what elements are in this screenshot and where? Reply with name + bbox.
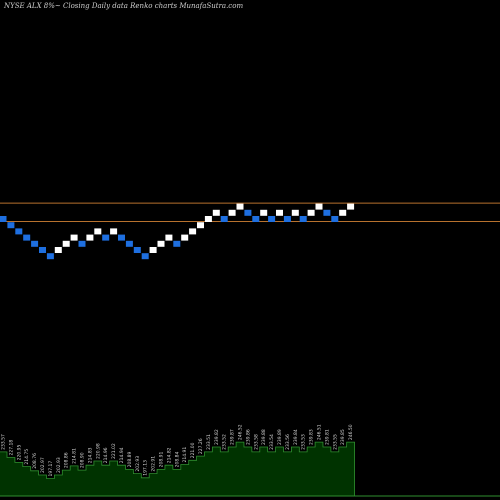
volume-label: 202.93 [56, 457, 62, 473]
renko-brick [125, 240, 133, 247]
renko-brick [323, 209, 331, 216]
volume-label: 227.18 [8, 440, 14, 456]
renko-brick [165, 234, 173, 241]
renko-brick [347, 203, 355, 210]
volume-label: 233.54 [269, 434, 275, 450]
volume-label: 220.95 [16, 445, 22, 461]
renko-brick [7, 222, 15, 229]
volume-label: 227.26 [198, 438, 204, 454]
renko-brick [228, 209, 236, 216]
volume-labels: 233.57 227.18 220.95 214.75 208.76 202.97 197.… [1, 424, 355, 476]
renko-brick [220, 216, 228, 222]
volume-label: 239.83 [309, 429, 315, 445]
renko-brick [39, 247, 46, 253]
renko-brick [252, 216, 260, 222]
renko-brick [31, 240, 39, 247]
renko-brick [173, 240, 181, 247]
renko-brick [268, 216, 276, 222]
renko-brick [204, 216, 212, 222]
renko-brick [307, 209, 315, 216]
renko-brick [15, 228, 23, 235]
volume-label: 214.91 [182, 447, 188, 463]
renko-brick [197, 222, 204, 229]
volume-label: 233.51 [206, 434, 212, 450]
level-lines [0, 202, 500, 222]
renko-brick [54, 247, 62, 253]
volume-label: 214.94 [119, 447, 125, 463]
volume-label: 246.50 [348, 424, 354, 440]
volume-label: 239.86 [245, 429, 251, 445]
renko-brick [94, 228, 102, 235]
renko-brick [315, 203, 323, 210]
volume-label: 233.58 [253, 434, 259, 450]
volume-label: 202.91 [151, 456, 157, 472]
renko-brick [181, 234, 189, 241]
renko-brick [0, 216, 7, 222]
renko-brick [291, 209, 299, 216]
volume-label: 233.56 [285, 434, 291, 450]
volume-label: 233.52 [222, 434, 228, 450]
renko-brick [70, 234, 78, 241]
volume-label: 208.91 [159, 452, 165, 468]
volume-label: 197.13 [143, 460, 149, 476]
renko-brick [276, 209, 283, 216]
volume-label: 239.89 [277, 429, 283, 445]
volume-label: 202.93 [135, 456, 141, 472]
renko-brick [244, 209, 252, 216]
renko-brick [110, 228, 118, 235]
renko-brick [157, 240, 165, 247]
volume-label: 208.86 [64, 452, 70, 468]
renko-brick [133, 247, 141, 253]
renko-brick [62, 240, 70, 247]
renko-brick [23, 234, 31, 241]
volume-label: 246.52 [238, 424, 244, 440]
volume-label: 214.81 [72, 448, 78, 464]
volume-label: 220.98 [95, 443, 101, 459]
volume-label: 202.97 [40, 457, 46, 473]
volume-label: 221.02 [111, 443, 117, 459]
renko-brick [212, 209, 220, 216]
renko-brick [260, 209, 268, 216]
renko-brick [299, 216, 307, 222]
renko-brick [141, 253, 149, 260]
volume-label: 208.76 [32, 453, 38, 469]
volume-label: 233.55 [332, 434, 338, 450]
volume-label: 208.90 [80, 452, 86, 468]
volume-label: 214.96 [103, 447, 109, 463]
renko-brick [46, 253, 54, 260]
volume-label: 239.84 [293, 429, 299, 445]
renko-brick [331, 216, 339, 222]
volume-label: 233.57 [1, 434, 7, 450]
volume-label: 197.17 [48, 461, 54, 477]
volume-area [0, 441, 500, 497]
volume-label: 239.82 [214, 429, 220, 445]
volume-area-path [0, 441, 355, 497]
renko-bricks [0, 203, 355, 260]
renko-brick [149, 247, 157, 253]
volume-label: 239.87 [230, 429, 236, 445]
volume-label: 214.75 [24, 449, 30, 465]
volume-label: 239.85 [340, 429, 346, 445]
volume-label: 208.84 [174, 452, 180, 468]
renko-brick [236, 203, 244, 210]
volume-label: 233.53 [301, 434, 307, 450]
chart-title: NYSE ALX 8%~ Closing Daily data Renko ch… [4, 2, 244, 10]
renko-brick [339, 209, 347, 216]
renko-brick [102, 234, 110, 241]
renko-brick [189, 228, 197, 235]
volume-label: 221.00 [190, 442, 196, 458]
volume-label: 214.83 [87, 447, 93, 463]
volume-label: 214.82 [166, 447, 172, 463]
renko-brick [86, 234, 94, 241]
volume-label: 239.88 [261, 429, 267, 445]
volume-label: 239.81 [324, 429, 330, 445]
volume-label: 208.89 [127, 452, 133, 468]
volume-label: 246.51 [317, 424, 323, 440]
renko-brick [283, 216, 291, 222]
renko-brick [118, 234, 125, 241]
renko-brick [78, 240, 86, 247]
